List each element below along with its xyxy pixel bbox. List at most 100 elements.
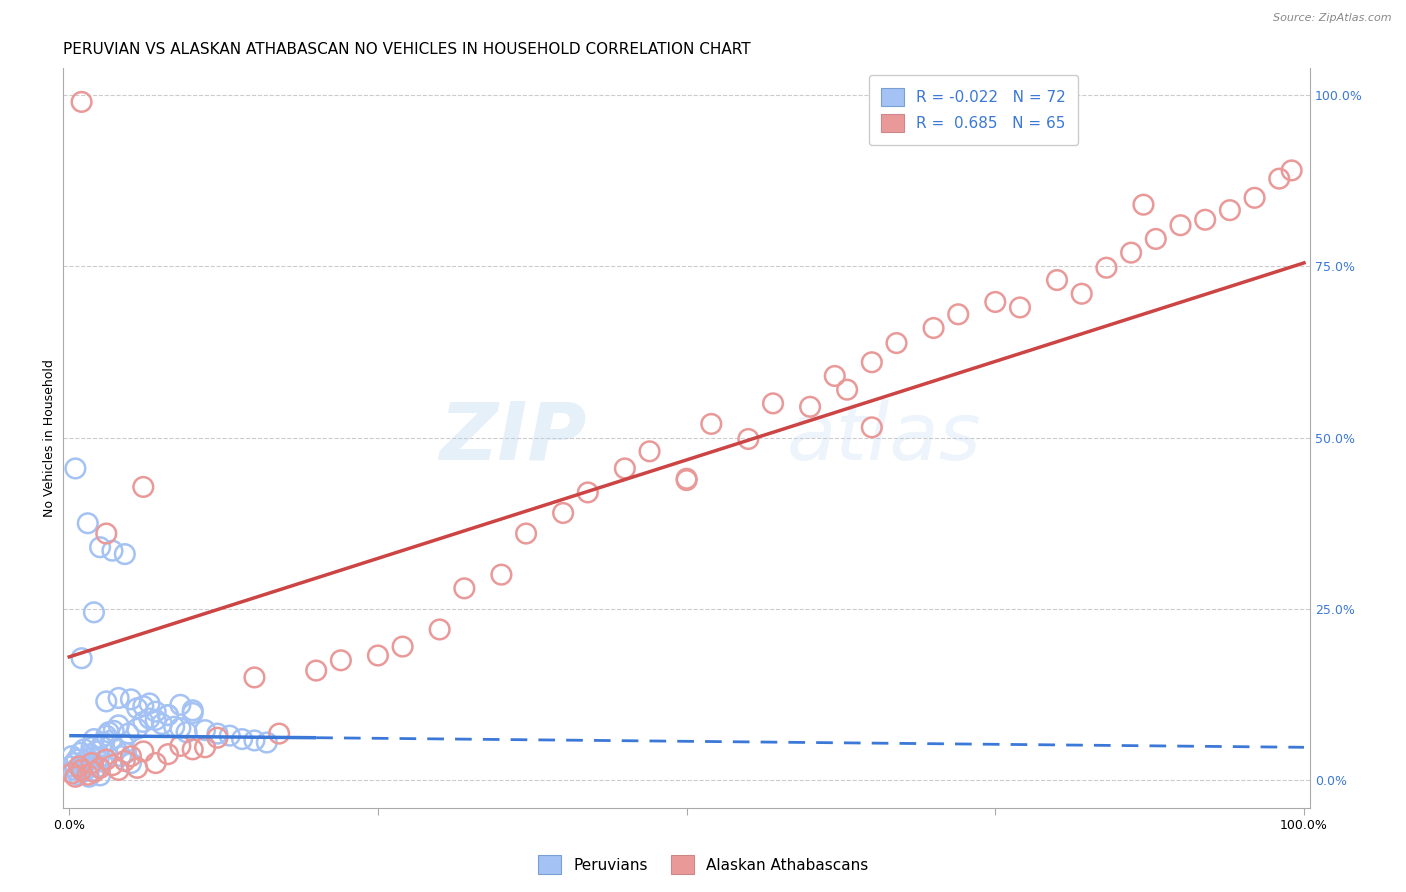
Point <box>391 640 413 654</box>
Point <box>70 763 93 777</box>
Point <box>138 712 160 726</box>
Point <box>110 749 132 764</box>
Point <box>243 733 266 747</box>
Point <box>860 355 883 369</box>
Point <box>194 723 217 738</box>
Point <box>69 746 91 760</box>
Point <box>1281 163 1303 178</box>
Point <box>66 753 89 767</box>
Point <box>62 766 84 780</box>
Point <box>181 706 204 720</box>
Point <box>269 726 291 740</box>
Point <box>76 751 98 765</box>
Point <box>90 739 112 753</box>
Point <box>181 703 204 717</box>
Point <box>86 760 108 774</box>
Y-axis label: No Vehicles in Household: No Vehicles in Household <box>44 359 56 516</box>
Text: ZIP: ZIP <box>440 399 586 476</box>
Point <box>762 396 785 410</box>
Point <box>737 432 759 446</box>
Point <box>72 764 94 779</box>
Point <box>1219 203 1241 218</box>
Point <box>576 485 599 500</box>
Point <box>59 759 82 773</box>
Point <box>150 717 173 731</box>
Point <box>120 692 142 706</box>
Point <box>984 295 1007 310</box>
Point <box>491 567 513 582</box>
Point <box>256 735 278 749</box>
Point <box>799 400 821 414</box>
Point <box>132 699 155 714</box>
Point <box>107 690 129 705</box>
Point <box>1119 245 1142 260</box>
Point <box>553 506 575 520</box>
Point <box>922 321 945 335</box>
Point <box>89 761 111 775</box>
Point <box>675 473 697 487</box>
Point <box>1144 232 1167 246</box>
Point <box>96 753 118 767</box>
Point <box>96 729 118 743</box>
Point <box>948 307 970 321</box>
Point <box>1046 273 1069 287</box>
Point <box>1095 260 1118 275</box>
Point <box>89 768 111 782</box>
Point <box>84 764 107 778</box>
Point <box>1170 218 1192 232</box>
Point <box>207 731 229 745</box>
Point <box>675 472 697 486</box>
Point <box>80 740 103 755</box>
Point <box>76 516 98 531</box>
Point <box>76 762 98 776</box>
Point <box>638 444 661 458</box>
Point <box>824 368 846 383</box>
Point <box>1070 286 1092 301</box>
Point <box>176 725 198 739</box>
Point <box>70 651 93 665</box>
Point <box>82 756 104 771</box>
Point <box>453 582 475 596</box>
Point <box>169 721 191 735</box>
Point <box>66 768 89 782</box>
Legend: Peruvians, Alaskan Athabascans: Peruvians, Alaskan Athabascans <box>531 849 875 880</box>
Point <box>145 705 167 719</box>
Point <box>120 749 142 764</box>
Point <box>97 725 120 739</box>
Text: atlas: atlas <box>786 399 981 476</box>
Point <box>837 383 859 397</box>
Point <box>83 764 105 779</box>
Point <box>169 698 191 712</box>
Point <box>207 726 229 740</box>
Point <box>613 461 636 475</box>
Point <box>156 708 179 723</box>
Point <box>105 742 128 756</box>
Point <box>860 420 883 434</box>
Point <box>114 547 136 561</box>
Point <box>1008 301 1031 315</box>
Legend: R = -0.022   N = 72, R =  0.685   N = 65: R = -0.022 N = 72, R = 0.685 N = 65 <box>869 75 1078 145</box>
Point <box>1268 171 1291 186</box>
Point <box>91 755 114 769</box>
Point <box>63 756 86 770</box>
Point <box>67 761 90 775</box>
Point <box>145 713 167 727</box>
Point <box>76 768 98 782</box>
Point <box>515 526 537 541</box>
Point <box>132 714 155 729</box>
Text: Source: ZipAtlas.com: Source: ZipAtlas.com <box>1274 13 1392 23</box>
Point <box>67 759 90 773</box>
Point <box>100 733 122 747</box>
Point <box>101 543 124 558</box>
Point <box>75 754 97 768</box>
Point <box>65 461 87 475</box>
Point <box>231 732 253 747</box>
Point <box>700 417 723 431</box>
Point <box>305 664 328 678</box>
Point <box>181 742 204 756</box>
Point <box>132 744 155 758</box>
Point <box>96 694 118 708</box>
Point <box>87 750 110 764</box>
Point <box>80 756 103 770</box>
Point <box>115 746 138 760</box>
